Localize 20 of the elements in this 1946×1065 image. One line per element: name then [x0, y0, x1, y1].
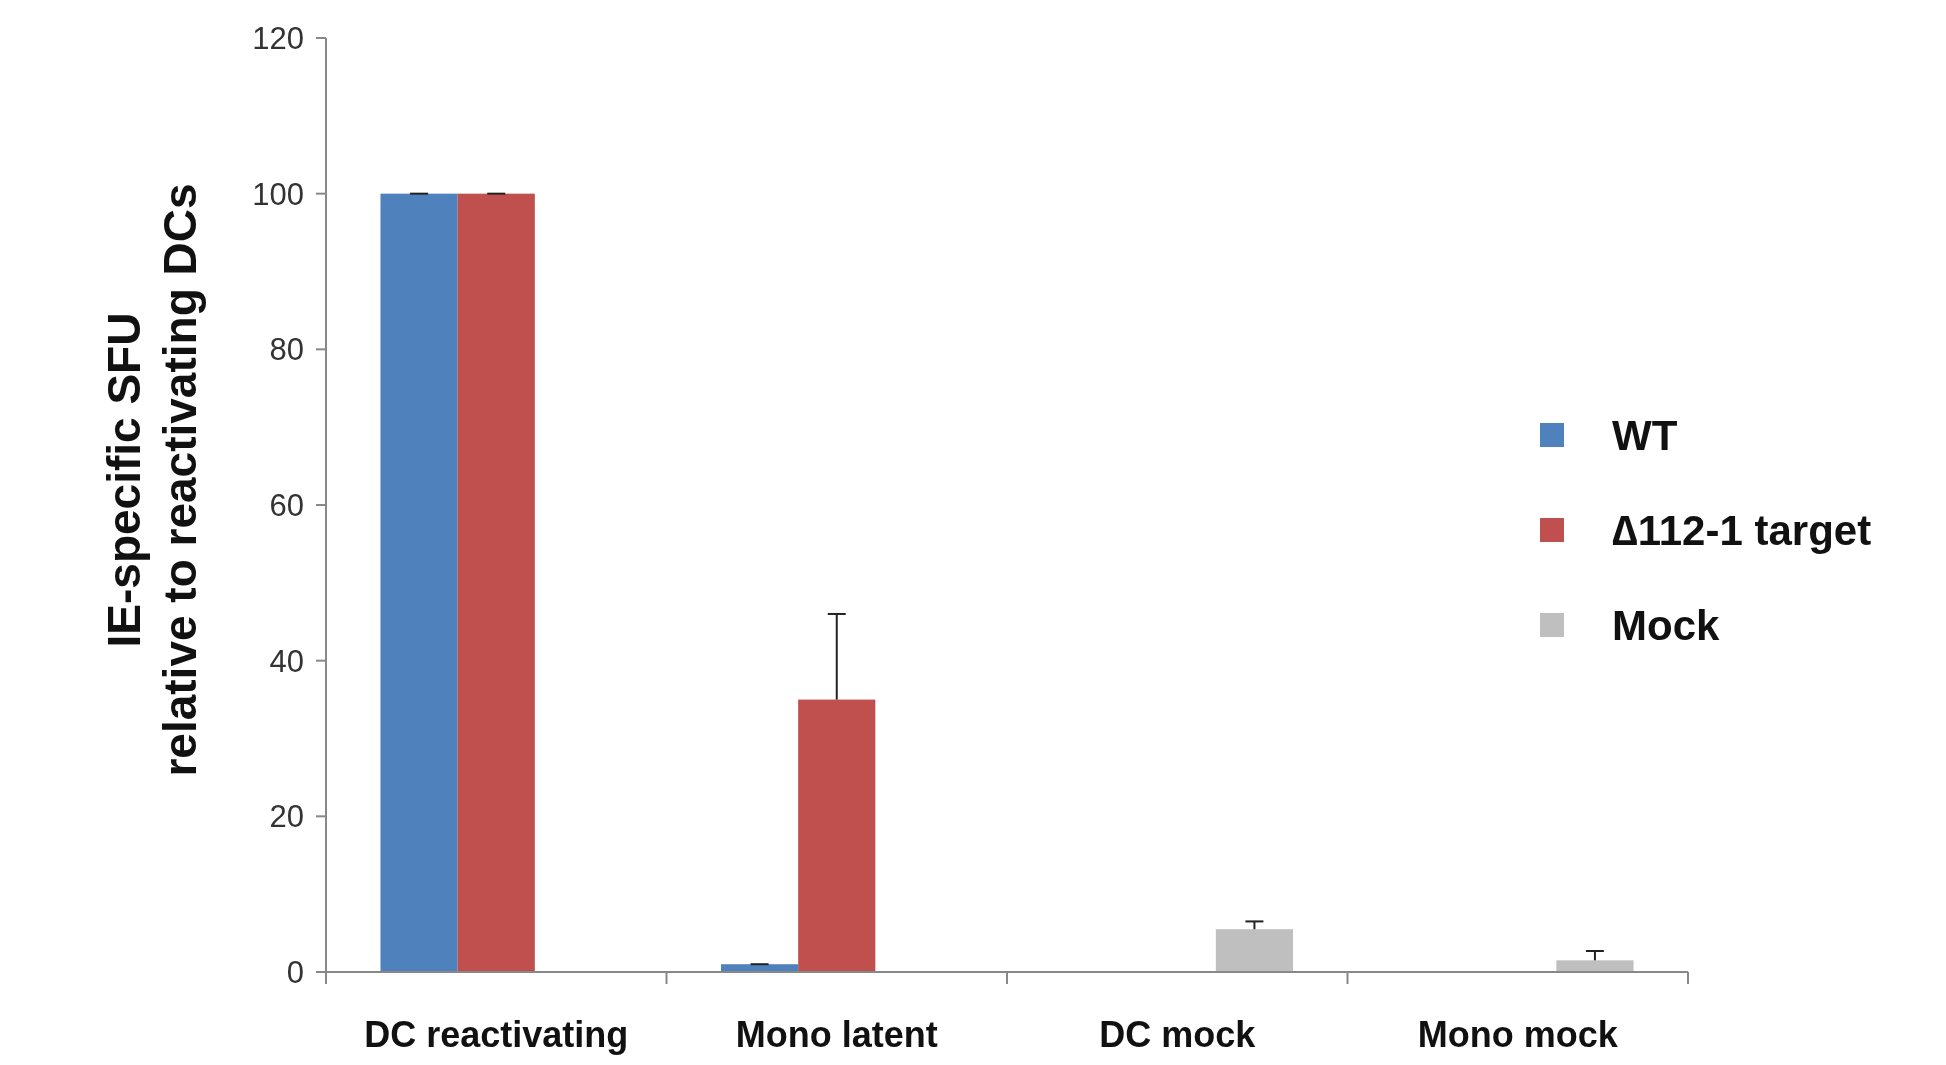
y-tick-label: 100: [252, 176, 304, 212]
y-axis-title: IE-specific SFU relative to reactivating DCs: [98, 183, 206, 777]
y-tick-label: 80: [269, 332, 304, 368]
bar: [457, 193, 535, 972]
bar: [380, 193, 458, 972]
y-tick-label: 0: [286, 954, 304, 990]
bar: [1215, 929, 1294, 972]
legend-label: ∆112-1 target: [1612, 506, 1872, 554]
y-tick-label: 60: [269, 487, 304, 523]
x-tick-label: DC mock: [1099, 1014, 1257, 1055]
x-tick-label: Mono latent: [735, 1014, 938, 1055]
x-tick-label: Mono mock: [1417, 1014, 1619, 1055]
bar: [1556, 960, 1634, 972]
y-tick-label: 120: [252, 20, 304, 56]
legend-label: WT: [1612, 411, 1678, 459]
y-tick-label: 40: [269, 643, 304, 679]
legend-label: Mock: [1612, 601, 1720, 649]
bar: [798, 699, 876, 972]
y-tick-label: 20: [269, 799, 304, 835]
x-tick-label: DC reactivating: [364, 1014, 629, 1055]
